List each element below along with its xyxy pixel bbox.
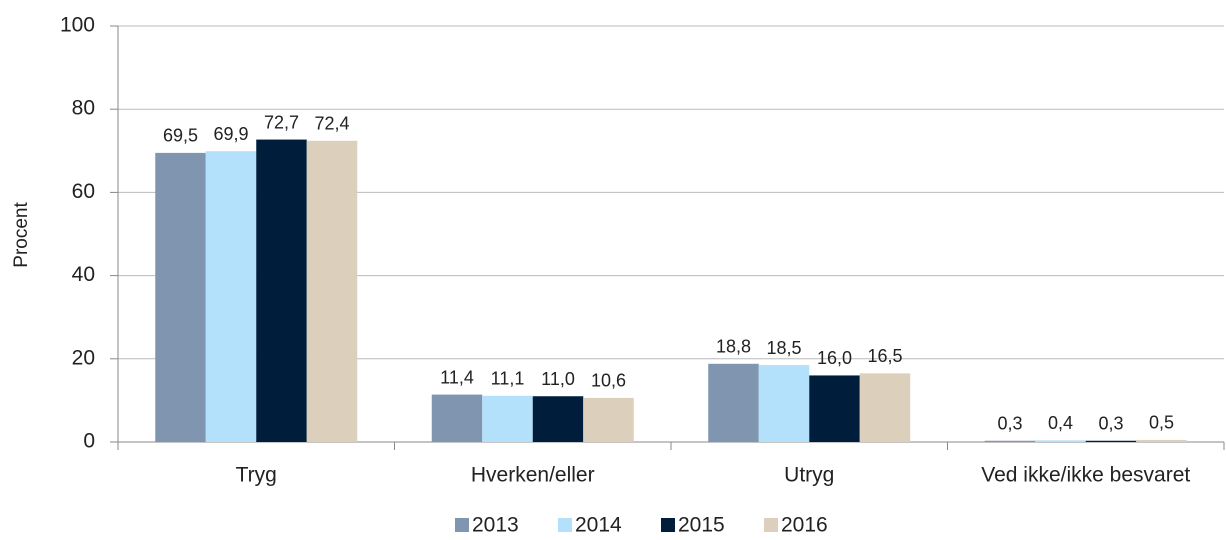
bar xyxy=(205,151,257,442)
value-label: 16,0 xyxy=(817,348,852,368)
bar xyxy=(583,397,634,442)
bar xyxy=(431,394,483,442)
value-label: 72,7 xyxy=(264,112,299,132)
value-label: 69,9 xyxy=(213,124,248,144)
value-label: 11,0 xyxy=(541,369,575,389)
x-tick-label: Ved ikke/ikke besvaret xyxy=(981,464,1190,487)
y-tick-label: 100 xyxy=(60,14,95,37)
value-label: 11,4 xyxy=(440,367,474,387)
value-label: 0,4 xyxy=(1048,413,1073,433)
legend-swatch xyxy=(764,518,778,532)
bar xyxy=(306,140,358,443)
x-tick-label: Tryg xyxy=(236,464,277,487)
y-tick-label: 40 xyxy=(72,263,95,286)
value-label: 16,5 xyxy=(867,346,902,366)
bar xyxy=(1136,439,1187,442)
x-tick-label: Utryg xyxy=(784,464,834,487)
value-label: 69,5 xyxy=(163,126,198,146)
legend-swatch xyxy=(661,518,675,532)
legend-label: 2016 xyxy=(781,514,828,537)
bar xyxy=(155,152,206,442)
bar xyxy=(708,363,759,442)
y-tick-label: 60 xyxy=(72,180,95,203)
value-label: 11,1 xyxy=(491,369,525,389)
y-tick-label: 0 xyxy=(83,430,95,453)
value-label: 0,3 xyxy=(1098,414,1123,434)
legend-swatch xyxy=(558,518,572,532)
bar xyxy=(758,365,810,442)
bar xyxy=(1035,440,1086,442)
y-tick-label: 20 xyxy=(72,346,95,369)
value-label: 72,4 xyxy=(314,114,349,134)
bar xyxy=(1085,440,1137,442)
bar xyxy=(809,375,860,442)
bar xyxy=(859,373,911,442)
legend-label: 2015 xyxy=(678,514,725,537)
legend-label: 2013 xyxy=(472,514,519,537)
y-axis-label: Procent xyxy=(11,202,32,268)
value-label: 18,8 xyxy=(716,337,751,357)
x-tick-label: Hverken/eller xyxy=(471,464,595,487)
value-label: 18,5 xyxy=(766,338,801,358)
legend-swatch xyxy=(455,518,469,532)
bar xyxy=(532,396,584,442)
bar xyxy=(984,440,1036,442)
value-label: 0,3 xyxy=(997,414,1022,434)
legend-label: 2014 xyxy=(575,514,622,537)
value-label: 0,5 xyxy=(1149,413,1174,433)
value-label: 10,6 xyxy=(591,371,626,391)
bar xyxy=(482,395,533,442)
bar xyxy=(256,139,307,442)
y-tick-label: 80 xyxy=(72,97,95,120)
